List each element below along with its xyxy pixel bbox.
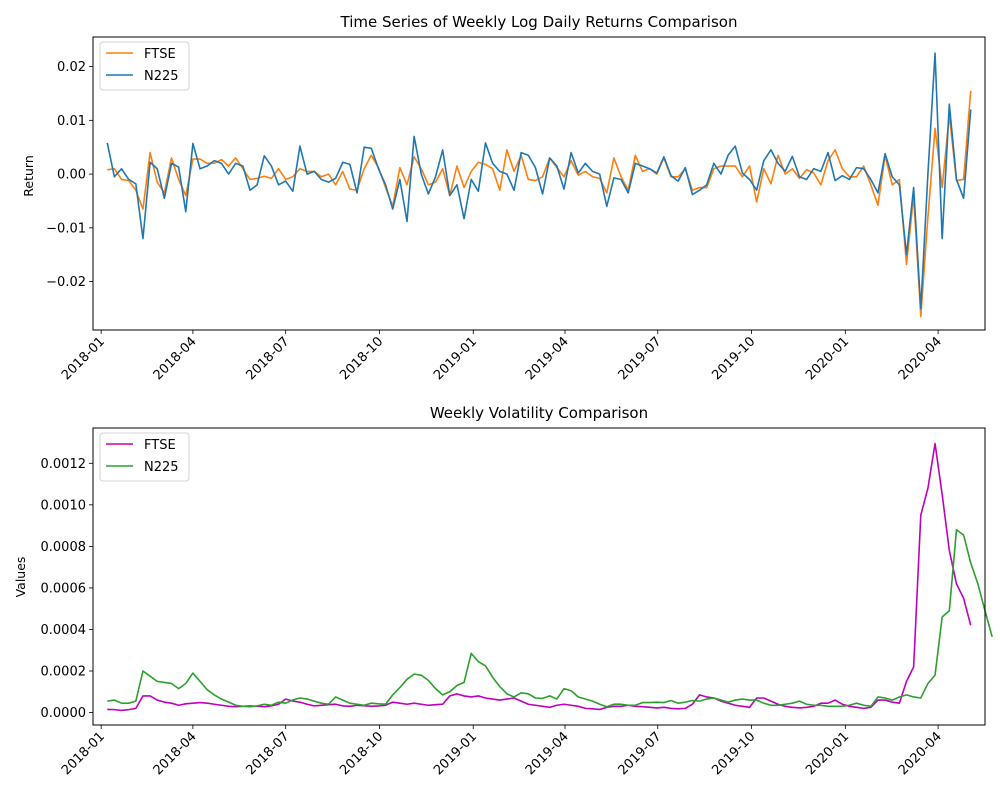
returns-x-tick-label: 2019-07 <box>616 334 665 383</box>
volatility-series-line-ftse <box>107 442 972 712</box>
returns-x-tick-label: 2020-04 <box>896 334 945 383</box>
returns-x-tick-label: 2019-04 <box>523 334 572 383</box>
volatility-legend: FTSE N225 <box>99 432 190 482</box>
returns-panel: Time Series of Weekly Log Daily Returns … <box>21 13 986 383</box>
volatility-series-line-n225 <box>107 528 993 708</box>
returns-legend-label-n225: N225 <box>144 69 179 84</box>
volatility-x-tick-label: 2018-01 <box>59 729 108 778</box>
volatility-legend-box <box>99 432 190 482</box>
volatility-x-tick-label: 2019-10 <box>709 729 758 778</box>
volatility-y-tick-label: 0.0008 <box>41 540 87 555</box>
returns-y-tick-label: −0.01 <box>46 221 86 236</box>
volatility-y-tick-label: 0.0002 <box>41 665 87 680</box>
returns-y-ticks: −0.02 −0.01 0.00 0.01 0.02 <box>46 60 93 290</box>
volatility-x-tick-label: 2018-10 <box>337 729 386 778</box>
volatility-legend-label-ftse: FTSE <box>144 438 176 453</box>
volatility-x-tick-label: 2018-07 <box>243 729 292 778</box>
returns-y-tick-label: 0.01 <box>57 114 86 129</box>
returns-x-ticks: 2018-01 2018-04 2018-07 2018-10 2019-01 2019-… <box>59 330 945 383</box>
returns-x-tick-label: 2019-01 <box>431 334 480 383</box>
returns-y-tick-label: 0.00 <box>57 168 86 183</box>
returns-y-axis-label: Return <box>21 155 36 196</box>
volatility-x-tick-label: 2020-01 <box>803 729 852 778</box>
volatility-y-ticks: 0.0000 0.0002 0.0004 0.0006 0.0008 0.0010 0.00… <box>41 457 93 721</box>
volatility-chart-title: Weekly Volatility Comparison <box>430 404 648 422</box>
volatility-legend-label-n225: N225 <box>144 460 179 475</box>
returns-x-tick-label: 2018-04 <box>151 334 200 383</box>
returns-x-tick-label: 2018-10 <box>337 334 386 383</box>
volatility-x-tick-label: 2020-04 <box>896 729 945 778</box>
returns-x-tick-label: 2018-01 <box>59 334 108 383</box>
returns-legend-box <box>99 41 190 91</box>
returns-x-tick-label: 2020-01 <box>803 334 852 383</box>
returns-x-tick-label: 2019-10 <box>709 334 758 383</box>
volatility-y-tick-label: 0.0006 <box>41 581 87 596</box>
volatility-lines <box>107 442 993 712</box>
returns-plot-frame <box>92 36 986 331</box>
volatility-x-tick-label: 2018-04 <box>151 729 200 778</box>
volatility-x-tick-label: 2019-04 <box>523 729 572 778</box>
volatility-y-tick-label: 0.0004 <box>41 623 87 638</box>
volatility-y-axis-label: Values <box>13 557 28 598</box>
volatility-y-tick-label: 0.0010 <box>41 498 87 513</box>
returns-legend-label-ftse: FTSE <box>144 47 176 62</box>
returns-series-line-ftse <box>107 90 972 318</box>
volatility-y-tick-label: 0.0012 <box>41 457 87 472</box>
volatility-plot-frame <box>92 427 986 726</box>
volatility-y-tick-label: 0.0000 <box>41 706 87 721</box>
returns-legend: FTSE N225 <box>99 41 190 91</box>
returns-y-tick-label: 0.02 <box>57 60 86 75</box>
returns-y-tick-label: −0.02 <box>46 275 86 290</box>
returns-chart-title: Time Series of Weekly Log Daily Returns … <box>340 13 738 31</box>
volatility-x-ticks: 2018-01 2018-04 2018-07 2018-10 2019-01 2019-… <box>59 725 945 778</box>
volatility-panel: Weekly Volatility Comparison Values 0.00… <box>13 404 993 778</box>
volatility-x-tick-label: 2019-07 <box>616 729 665 778</box>
returns-series-line-n225 <box>106 52 972 310</box>
returns-lines <box>106 52 972 318</box>
volatility-x-tick-label: 2019-01 <box>431 729 480 778</box>
returns-x-tick-label: 2018-07 <box>243 334 292 383</box>
